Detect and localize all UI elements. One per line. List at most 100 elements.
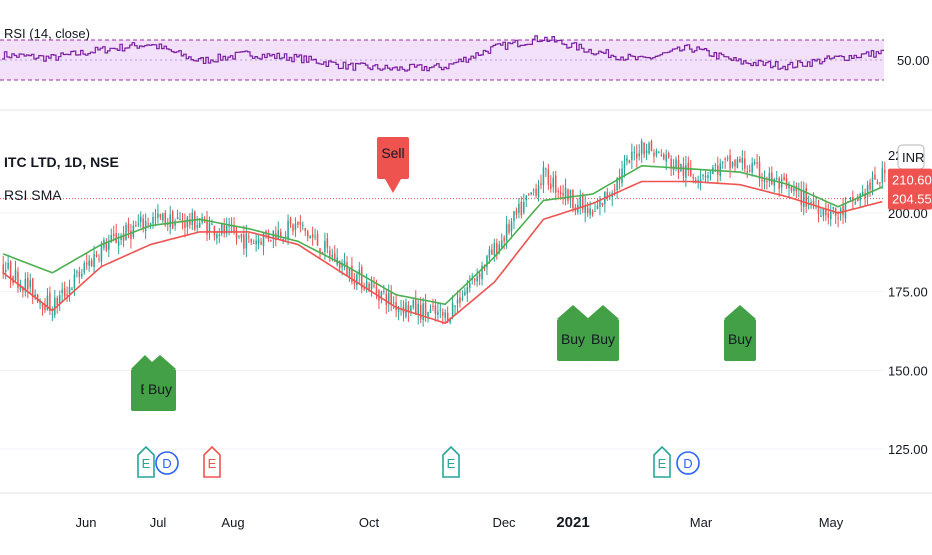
candle-body [365, 281, 368, 290]
candle-body [675, 159, 677, 169]
candle-body [127, 223, 130, 232]
candle-body [58, 295, 61, 303]
candle-body [356, 274, 358, 286]
event-label: D [162, 456, 171, 471]
candle-body [159, 214, 162, 218]
price-tags: 210.60 204.55 [888, 168, 932, 210]
candle-body [739, 159, 741, 163]
candle-body [493, 243, 496, 256]
candle-body [93, 254, 95, 268]
candle-body [144, 220, 147, 232]
candle-body [461, 298, 464, 300]
candle-body [198, 222, 201, 228]
candle-body [768, 173, 771, 181]
slow-ma-line [2, 180, 883, 325]
candle-body [726, 158, 729, 160]
candle-body [191, 212, 194, 225]
candle-body [446, 312, 449, 323]
candle-body [663, 154, 665, 160]
candle-body [333, 253, 336, 262]
candle-body [90, 260, 93, 266]
candle-body [788, 184, 790, 189]
candle-body [694, 179, 697, 182]
candle-body [412, 300, 415, 308]
candle-body [329, 250, 331, 257]
candle-body [235, 232, 238, 238]
fast-ma-line [2, 164, 883, 306]
candle-body [397, 307, 400, 313]
rsi-level-label: 50.00 [897, 53, 930, 68]
candle-body [375, 286, 378, 294]
signal-label: Buy [561, 331, 585, 347]
candle-body [496, 243, 498, 256]
signal-label: Sell [381, 145, 404, 161]
candle-body [650, 141, 653, 152]
candle-body [83, 263, 86, 273]
candle-body [216, 234, 218, 239]
candle-body [439, 309, 442, 311]
candle-body [852, 196, 854, 202]
candle-body [581, 194, 584, 210]
event-label: E [658, 456, 667, 471]
candle-body [405, 302, 407, 317]
candle-body [211, 223, 213, 225]
candle-body [478, 273, 481, 278]
candle-body [230, 226, 233, 228]
candle-body [638, 153, 640, 157]
candle-body [547, 169, 550, 185]
currency-label: INR [902, 150, 924, 165]
candle-body [491, 249, 493, 255]
candle-body [196, 225, 198, 228]
price-tag-label: 210.60 [892, 173, 932, 188]
candle-body [599, 200, 601, 207]
candle-body [71, 288, 73, 290]
candle-body [876, 181, 879, 185]
rsi-line [2, 35, 885, 72]
candle-body [166, 223, 169, 225]
candle-body [802, 189, 805, 207]
candle-body [884, 170, 886, 174]
candle-body [385, 293, 388, 305]
candle-body [225, 225, 228, 234]
candle-body [14, 269, 17, 281]
time-tick-label: May [819, 515, 844, 530]
candle-body [667, 152, 670, 157]
dividend-icon [155, 451, 179, 475]
candle-body [424, 302, 427, 315]
candle-body [616, 177, 618, 191]
candle-body [628, 160, 631, 164]
candle-body [218, 234, 221, 236]
candle-body [525, 195, 528, 201]
candle-body [655, 150, 658, 155]
candle-body [518, 203, 520, 213]
buy-signal-arrow [587, 305, 619, 319]
sell-signal-arrow [385, 179, 401, 193]
candle-body [117, 241, 120, 246]
candle-body [454, 305, 456, 307]
candle-body [729, 155, 731, 169]
candle-body [748, 170, 751, 172]
candle-body [837, 217, 839, 219]
signal-label: Buy [591, 331, 615, 347]
candle-body [567, 189, 569, 201]
candle-body [250, 239, 253, 243]
candle-body [319, 248, 321, 253]
candle-body [817, 205, 820, 215]
candle-body [257, 239, 260, 244]
candle-body [606, 192, 609, 199]
candle-body [481, 265, 483, 280]
time-tick-label: 2021 [556, 514, 589, 531]
candle-body [579, 197, 582, 209]
candle-body [76, 271, 78, 273]
candle-body [346, 262, 348, 276]
candle-body [353, 281, 356, 284]
candle-body [771, 172, 773, 184]
candle-body [73, 274, 76, 289]
earnings-icon [442, 445, 460, 478]
candle-body [645, 150, 648, 154]
candle-body [736, 159, 739, 169]
y-tick-label: 200.00 [888, 206, 928, 221]
candle-body [348, 268, 351, 277]
candle-body [292, 224, 294, 232]
